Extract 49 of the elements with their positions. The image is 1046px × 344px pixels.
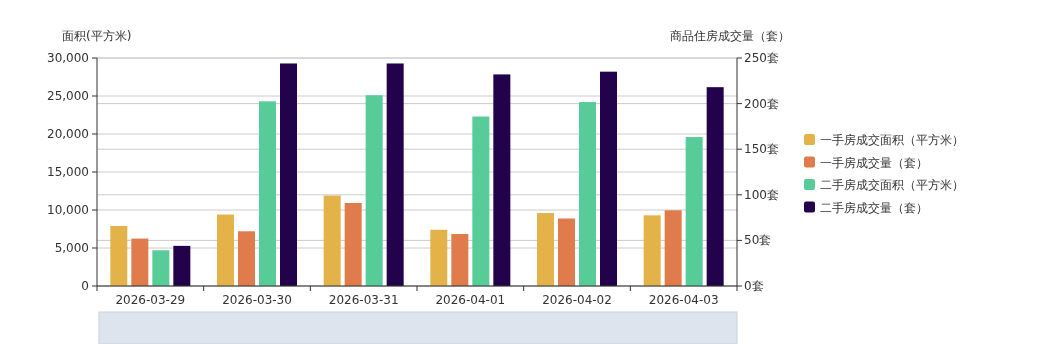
bar xyxy=(472,116,490,286)
bar xyxy=(664,210,682,286)
legend-label: 二手房成交量（套） xyxy=(820,200,928,215)
x-tick-label: 2026-04-01 xyxy=(435,293,506,307)
bar xyxy=(131,238,149,286)
y2-tick-label: 250套 xyxy=(744,51,779,65)
x-tick-label: 2026-04-02 xyxy=(542,293,612,307)
legend-label: 一手房成交面积（平方米） xyxy=(820,133,964,147)
bar xyxy=(537,213,554,286)
bar xyxy=(110,225,128,286)
bar xyxy=(259,101,276,286)
y2-tick-label: 200套 xyxy=(744,96,779,111)
bar xyxy=(217,214,234,286)
y2-tick-label: 100套 xyxy=(744,187,779,202)
bar xyxy=(386,63,404,286)
bar xyxy=(493,74,511,286)
bar xyxy=(430,229,448,286)
bar xyxy=(643,215,661,286)
y-axis-title: 面积(平方米) xyxy=(62,29,132,43)
x-tick-label: 2026-03-30 xyxy=(222,293,292,307)
y-tick-label: 5,000 xyxy=(54,241,89,255)
legend-label: 一手房成交量（套） xyxy=(820,155,928,170)
y2-axis-title: 商品住房成交量（套） xyxy=(670,29,790,43)
legend-label: 二手房成交面积（平方米） xyxy=(820,178,964,192)
bar xyxy=(323,195,341,286)
x-tick-label: 2026-03-31 xyxy=(328,293,399,307)
y2-tick-label: 50套 xyxy=(744,233,772,248)
x-tick-label: 2026-03-29 xyxy=(115,293,186,307)
y2-tick-label: 150套 xyxy=(744,142,779,157)
bar xyxy=(152,250,170,286)
bar xyxy=(579,102,596,286)
y2-tick-label: 0套 xyxy=(744,279,764,293)
bar xyxy=(344,203,362,286)
bar xyxy=(365,95,383,286)
bar xyxy=(685,137,703,286)
bar xyxy=(600,71,617,286)
y-tick-label: 25,000 xyxy=(47,89,89,103)
y-tick-label: 30,000 xyxy=(47,51,89,65)
y-tick-label: 10,000 xyxy=(47,203,89,217)
bar xyxy=(706,87,724,286)
bar xyxy=(280,63,297,286)
y-tick-label: 20,000 xyxy=(47,127,89,141)
bar xyxy=(238,231,255,286)
bar xyxy=(451,234,469,286)
bar xyxy=(173,245,191,286)
y-tick-label: 0 xyxy=(81,279,89,293)
x-tick-label: 2026-04-03 xyxy=(648,293,719,307)
bar xyxy=(558,218,575,286)
y-tick-label: 15,000 xyxy=(47,165,89,179)
